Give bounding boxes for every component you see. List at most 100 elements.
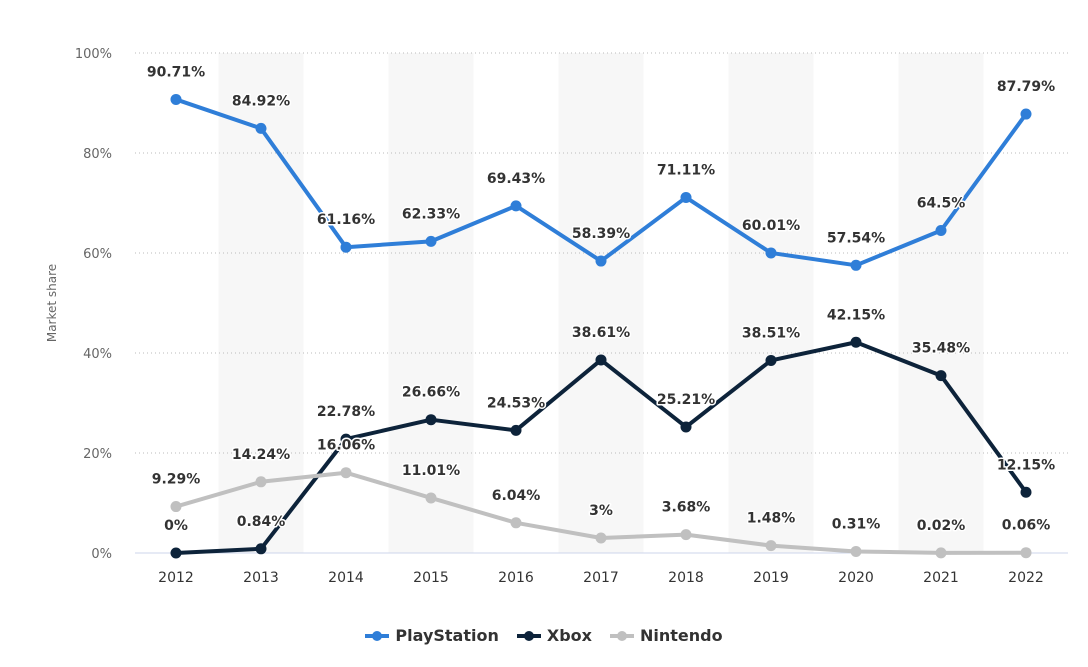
playstation-point <box>255 122 267 134</box>
x-tick-label: 2013 <box>243 570 279 586</box>
playstation-data-label: 71.11% <box>657 162 715 178</box>
legend-label: PlayStation <box>395 626 499 645</box>
nintendo-point <box>850 545 862 557</box>
xbox-point <box>595 354 607 366</box>
nintendo-point <box>595 532 607 544</box>
xbox-point <box>935 370 947 382</box>
y-axis-label: Market share <box>45 264 59 342</box>
y-tick-label: 60% <box>83 247 112 262</box>
x-tick-label: 2017 <box>583 570 619 586</box>
xbox-data-label: 38.51% <box>742 325 800 341</box>
playstation-data-label: 87.79% <box>997 79 1055 95</box>
nintendo-data-label: 0.31% <box>832 516 881 532</box>
playstation-data-label: 90.71% <box>147 64 205 80</box>
nintendo-data-label: 9.29% <box>152 472 201 488</box>
x-tick-label: 2020 <box>838 570 874 586</box>
xbox-data-label: 38.61% <box>572 325 630 341</box>
xbox-point <box>850 336 862 348</box>
x-tick-label: 2015 <box>413 570 449 586</box>
nintendo-data-label: 0.02% <box>917 518 966 534</box>
nintendo-point <box>1020 547 1032 559</box>
xbox-point <box>425 414 437 426</box>
x-tick-label: 2018 <box>668 570 704 586</box>
playstation-point <box>340 241 352 253</box>
xbox-point <box>1020 486 1032 498</box>
legend-item-nintendo[interactable]: Nintendo <box>609 626 723 645</box>
playstation-data-label: 60.01% <box>742 218 800 234</box>
y-tick-label: 80% <box>83 147 112 162</box>
plot-band <box>728 53 814 553</box>
nintendo-data-label: 3% <box>589 503 613 519</box>
xbox-data-label: 22.78% <box>317 404 375 420</box>
xbox-point <box>680 421 692 433</box>
xbox-data-label: 35.48% <box>912 341 970 357</box>
legend-item-xbox[interactable]: Xbox <box>516 626 592 645</box>
nintendo-data-label: 0.06% <box>1002 518 1051 534</box>
nintendo-point <box>170 501 182 513</box>
nintendo-data-label: 11.01% <box>402 463 460 479</box>
plot-band <box>558 53 644 553</box>
line-chart: 0% 20% 40% 60% 80% 100% 2012 2013 2014 2015 2016 2… <box>45 47 1068 586</box>
playstation-data-label: 62.33% <box>402 206 460 222</box>
playstation-data-label: 58.39% <box>572 226 630 242</box>
xbox-data-label: 25.21% <box>657 392 715 408</box>
x-tick-label: 2016 <box>498 570 534 586</box>
legend-label: Xbox <box>546 626 592 645</box>
legend-label: Nintendo <box>639 626 723 645</box>
plot-band <box>388 53 474 553</box>
nintendo-data-label: 14.24% <box>232 447 290 463</box>
plot-band <box>898 53 984 553</box>
legend-marker-icon <box>609 630 634 641</box>
xbox-data-label: 24.53% <box>487 395 545 411</box>
nintendo-point <box>765 540 777 552</box>
y-tick-label: 100% <box>75 47 112 62</box>
x-tick-label: 2022 <box>1008 570 1044 586</box>
playstation-point <box>765 247 777 259</box>
xbox-data-label: 0.84% <box>237 514 286 530</box>
plot-band <box>218 53 304 553</box>
playstation-point <box>595 255 607 267</box>
nintendo-point <box>935 547 947 559</box>
xbox-point <box>255 543 267 555</box>
x-tick-label: 2012 <box>158 570 194 586</box>
nintendo-data-label: 16.06% <box>317 438 375 454</box>
nintendo-point <box>340 467 352 479</box>
xbox-point <box>510 424 522 436</box>
xbox-data-label: 12.15% <box>997 457 1055 473</box>
nintendo-point <box>255 476 267 488</box>
xbox-point <box>340 433 352 445</box>
nintendo-point <box>425 492 437 504</box>
legend-marker-icon <box>516 630 541 641</box>
playstation-data-label: 69.43% <box>487 171 545 187</box>
nintendo-data-label: 3.68% <box>662 500 711 516</box>
nintendo-data-label: 1.48% <box>747 511 796 527</box>
playstation-data-label: 57.54% <box>827 230 885 246</box>
legend-marker-icon <box>365 630 390 641</box>
playstation-point <box>170 93 182 105</box>
xbox-data-label: 0% <box>164 518 188 534</box>
playstation-point <box>680 191 692 203</box>
x-tick-label: 2019 <box>753 570 789 586</box>
legend-item-playstation[interactable]: PlayStation <box>365 626 499 645</box>
playstation-point <box>510 200 522 212</box>
legend: PlayStation Xbox Nintendo <box>0 626 1088 645</box>
y-tick-label: 40% <box>83 347 112 362</box>
playstation-point <box>1020 108 1032 120</box>
playstation-point <box>935 225 947 236</box>
x-tick-label: 2014 <box>328 570 364 586</box>
x-tick-label: 2021 <box>923 570 959 586</box>
xbox-point <box>170 547 182 559</box>
playstation-point <box>425 235 437 247</box>
xbox-point <box>765 354 777 366</box>
xbox-data-label: 42.15% <box>827 307 885 323</box>
y-tick-label: 20% <box>83 447 112 462</box>
xbox-data-label: 26.66% <box>402 385 460 401</box>
playstation-data-label: 84.92% <box>232 93 290 109</box>
y-tick-label: 0% <box>91 547 112 562</box>
nintendo-point <box>680 529 692 541</box>
playstation-data-label: 61.16% <box>317 212 375 228</box>
nintendo-data-label: 6.04% <box>492 488 541 504</box>
playstation-point <box>850 259 862 271</box>
playstation-data-label: 64.5% <box>917 196 966 212</box>
nintendo-point <box>510 517 522 529</box>
